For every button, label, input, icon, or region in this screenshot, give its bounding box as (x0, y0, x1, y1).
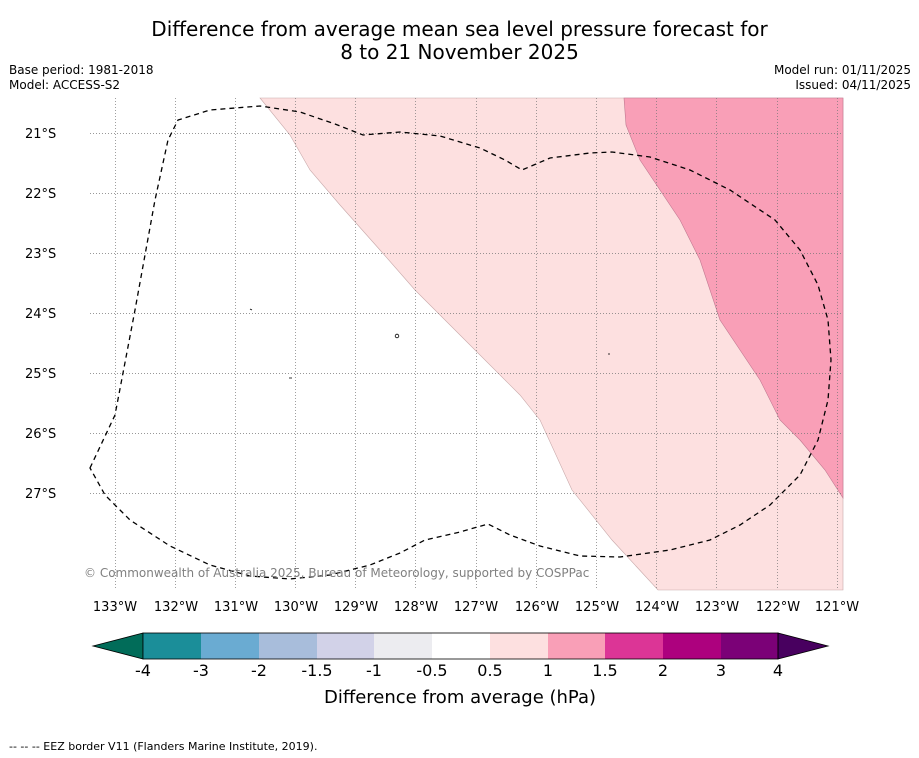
colorbar-segment (143, 633, 201, 659)
lon-label: 125°W (575, 600, 619, 615)
colorbar-tick: -3 (193, 661, 209, 680)
colorbar-tick: -1 (366, 661, 382, 680)
model-name: Model: ACCESS-S2 (9, 78, 121, 92)
islands (249, 308, 610, 379)
lon-label: 129°W (334, 600, 378, 615)
lon-label: 124°W (635, 600, 679, 615)
colorbar-tick: 2 (658, 661, 668, 680)
colorbar-segment (548, 633, 605, 659)
colorbar-segment (317, 633, 374, 659)
colorbar-tick: 1.5 (592, 661, 617, 680)
graticule (90, 98, 843, 590)
title-line-1: Difference from average mean sea level p… (151, 17, 768, 41)
meta-left: Base period: 1981-2018 Model: ACCESS-S2 (9, 63, 154, 93)
lat-label: 25°S (25, 367, 56, 382)
eez-border (89, 105, 832, 580)
map-panel: 0.5 to 1 1 to 1.5 (84, 97, 844, 591)
island-mark (249, 308, 253, 311)
colorbar-outline (142, 632, 779, 660)
lon-label: 123°W (695, 600, 739, 615)
lon-label: 128°W (394, 600, 438, 615)
latitude-labels: 21°S 22°S 23°S 24°S 25°S 26°S 27°S (25, 127, 56, 502)
lat-label: 24°S (25, 307, 56, 322)
model-run: Model run: 01/11/2025 (773, 63, 911, 77)
copyright-notice: © Commonwealth of Australia 2025, Bureau… (84, 566, 589, 580)
lat-label: 22°S (25, 187, 56, 202)
issued-date: Issued: 04/11/2025 (795, 78, 911, 92)
colorbar-segment (490, 633, 548, 659)
colorbar-segment (374, 633, 432, 659)
lon-label: 126°W (515, 600, 559, 615)
colorbar-tick: 1 (543, 661, 553, 680)
colorbar-title: Difference from average (hPa) (324, 687, 596, 708)
colorbar-segment (721, 633, 778, 659)
lon-label: 122°W (756, 600, 800, 615)
lat-label: 23°S (25, 247, 56, 262)
map-title: Difference from average mean sea level p… (0, 18, 919, 64)
colorbar: -4 -3 -2 -1.5 -1 -0.5 0.5 1 1.5 2 3 4 Di… (91, 632, 830, 708)
lon-label: 131°W (214, 600, 258, 615)
colorbar-segment (201, 633, 259, 659)
lon-label: 133°W (93, 600, 137, 615)
colorbar-tick: 4 (773, 661, 783, 680)
colorbar-segment (259, 633, 317, 659)
lon-label: 121°W (815, 600, 859, 615)
eez-footnote: -- -- -- EEZ border V11 (Flanders Marine… (9, 740, 318, 753)
lat-label: 21°S (25, 127, 56, 142)
lat-label: 26°S (25, 427, 56, 442)
longitude-labels: 133°W 132°W 131°W 130°W 129°W 128°W 127°… (93, 600, 859, 615)
colorbar-extend-low (91, 632, 144, 660)
lon-label: 127°W (454, 600, 498, 615)
colorbar-tick: 3 (716, 661, 726, 680)
lon-label: 130°W (274, 600, 318, 615)
meta-right: Model run: 01/11/2025 Issued: 04/11/2025 (774, 63, 911, 93)
colorbar-tick: 0.5 (477, 661, 502, 680)
colorbar-segment (605, 633, 663, 659)
anomaly-region-1-to-1-5: 1 to 1.5 (623, 97, 844, 500)
colorbar-tick: -0.5 (416, 661, 447, 680)
island-mark (394, 333, 400, 339)
colorbar-tick: -4 (135, 661, 151, 680)
colorbar-segment (432, 633, 490, 659)
base-period: Base period: 1981-2018 (9, 63, 154, 77)
colorbar-segment (663, 633, 721, 659)
colorbar-extend-high (777, 632, 830, 660)
lon-label: 132°W (154, 600, 198, 615)
colorbar-tick: -2 (251, 661, 267, 680)
colorbar-tick: -1.5 (301, 661, 332, 680)
title-line-2: 8 to 21 November 2025 (340, 40, 579, 64)
lat-label: 27°S (25, 487, 56, 502)
